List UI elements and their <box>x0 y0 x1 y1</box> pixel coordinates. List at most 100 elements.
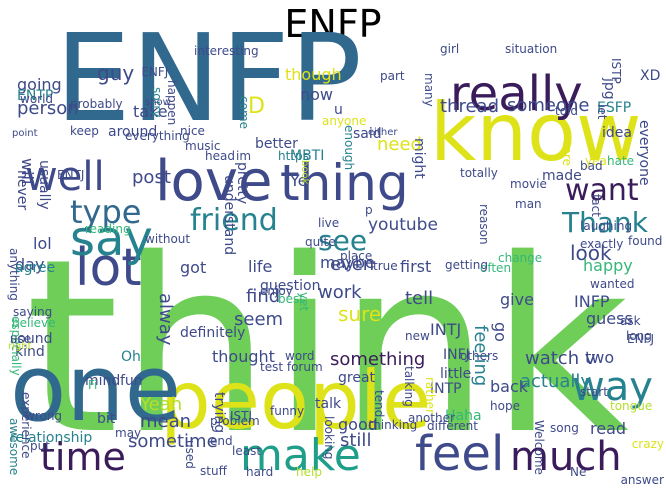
word-everything: everything <box>125 129 190 143</box>
word-least: least <box>232 444 261 458</box>
word-understand: understand <box>221 175 237 255</box>
word-idea: idea <box>602 125 632 141</box>
word-xd: XD <box>640 68 660 84</box>
word-talking: talking <box>402 366 416 407</box>
word-start: start <box>580 385 608 399</box>
word-oh: Oh <box>121 349 141 365</box>
word-entj: ENTJ <box>57 168 84 182</box>
word-answer: answer <box>621 473 664 487</box>
word-without: without <box>145 232 190 246</box>
word-reading: reading <box>85 222 131 236</box>
word-right: right <box>8 341 32 352</box>
word-fact: fact <box>589 194 603 217</box>
word-hate: hate <box>607 154 634 168</box>
word-intj: INTJ <box>430 320 461 339</box>
word-feel: feel <box>415 426 504 482</box>
word-made: made <box>542 168 582 184</box>
word-sometime: sometime <box>128 431 218 452</box>
word-mean: mean <box>140 411 191 432</box>
word-stuff: stuff <box>200 464 228 478</box>
word-youtube: youtube <box>368 215 438 235</box>
word-got: got <box>180 258 206 277</box>
word-situation: situation <box>505 42 557 56</box>
word-great: great <box>338 370 376 386</box>
word-two: two <box>585 348 614 367</box>
word-might: might <box>411 138 427 179</box>
word-usually: usually <box>36 160 52 210</box>
word-lol: lol <box>33 234 52 253</box>
word-either: either <box>368 127 398 138</box>
word-though: though <box>285 65 342 84</box>
word-welcome: Welcome <box>532 420 546 475</box>
word-much: much <box>510 434 622 480</box>
word-still: still <box>340 430 371 451</box>
word-keep: keep <box>70 124 99 138</box>
word-wrong: wrong <box>25 409 62 423</box>
word-little: little <box>440 366 471 382</box>
word-true: true <box>373 259 398 273</box>
word-never: never <box>14 170 30 210</box>
word-life: life <box>248 257 272 276</box>
word-others: others <box>460 349 498 363</box>
word-end: end <box>210 434 233 448</box>
word-go: go <box>491 322 510 342</box>
word-rather: rather <box>423 377 437 414</box>
word-read: read <box>590 419 626 438</box>
word-tend: tend <box>372 390 386 417</box>
word-now: now <box>300 85 333 104</box>
word-tell: tell <box>405 288 433 309</box>
word-awesome: awesome <box>7 418 21 475</box>
word-put: put <box>30 439 50 453</box>
word-first: first <box>400 257 431 276</box>
word-part: part <box>380 69 405 83</box>
word-problem: problem <box>210 414 260 428</box>
word-funny: funny <box>270 404 304 418</box>
word-interesting: interesting <box>194 44 259 58</box>
word-enfj: ENFJ <box>141 65 168 79</box>
word-back: back <box>490 377 529 396</box>
word-may: may <box>115 426 141 440</box>
word-alway: alway <box>155 293 176 346</box>
word-hard: hard <box>246 465 273 479</box>
word-used: used <box>183 440 197 469</box>
word-fun: fun <box>120 373 143 389</box>
word-everyone: everyone <box>636 120 652 186</box>
word-ask: ask <box>620 314 641 328</box>
word-talk: talk <box>315 396 342 412</box>
word-told: told <box>555 104 578 118</box>
word-song: song <box>550 421 579 435</box>
word-give: give <box>500 290 534 309</box>
word-man: man <box>515 197 542 211</box>
word-tongue: tongue <box>610 399 652 413</box>
word-care: care <box>560 140 574 166</box>
word-laughing: laughing <box>580 219 632 233</box>
word-live: live <box>318 216 339 230</box>
word-exactly: exactly <box>580 237 623 251</box>
word-fi: Fi <box>88 378 97 392</box>
word-long: long <box>626 329 652 343</box>
word-istp: ISTP <box>609 58 623 84</box>
word-agree: agree <box>15 260 55 276</box>
word-word: word <box>285 349 315 363</box>
word-enough: enough <box>342 125 356 170</box>
word-thread: thread <box>440 96 499 117</box>
word-many: many <box>422 73 436 107</box>
word-happy: happy <box>583 256 633 275</box>
word-new: new <box>405 329 430 343</box>
word-guy: guy <box>97 61 134 85</box>
word-bit: bit <box>97 411 116 427</box>
word-place: place <box>340 249 372 263</box>
word-wanted: wanted <box>590 277 634 291</box>
word-world: world <box>20 92 53 106</box>
word-saying: saying <box>13 305 52 319</box>
word-p: p <box>365 203 373 217</box>
word-crazy: crazy <box>632 437 664 451</box>
word-yet: yet <box>297 292 311 311</box>
word-ne: Ne <box>570 465 586 479</box>
word-hope: hope <box>490 399 520 413</box>
word-post: post <box>132 167 171 188</box>
word-totally: totally <box>460 166 498 180</box>
word-found: found <box>628 234 662 248</box>
word-head: head <box>205 149 235 163</box>
